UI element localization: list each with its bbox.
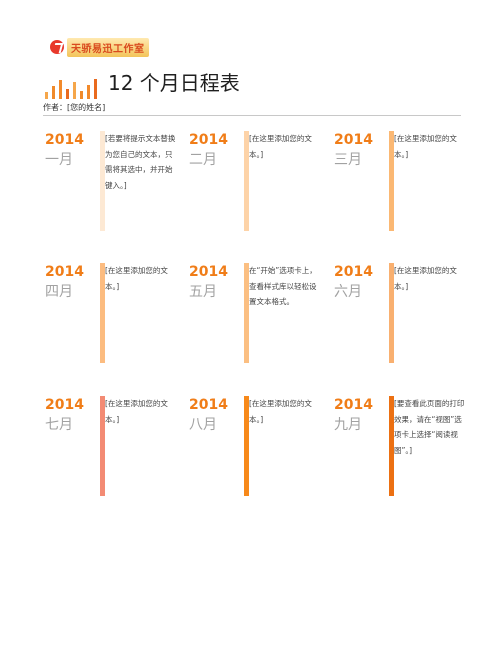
header-bar: [87, 85, 90, 99]
month-year: 2014: [334, 132, 373, 148]
month-block-may: 2014 五月 在“开始”选项卡上，查看样式库以轻松设置文本格式。: [189, 263, 329, 368]
month-color-bar: [244, 131, 249, 231]
month-note[interactable]: [要查看此页面的打印效果，请在“视图”选项卡上选择“阅读视图”。]: [394, 399, 465, 455]
month-color-bar: [100, 263, 105, 363]
month-name: 一月: [45, 152, 73, 168]
header-bar: [52, 86, 55, 99]
month-name: 七月: [45, 417, 73, 433]
header-bar-graphic-svg: [45, 79, 97, 99]
month-name: 三月: [334, 152, 362, 168]
author-line: 作者：[您的姓名]: [43, 103, 105, 113]
header-bar: [59, 80, 62, 99]
month-block-jul: 2014 七月 [在这里添加您的文本。]: [45, 396, 185, 501]
author-divider: [43, 115, 461, 116]
month-block-jun: 2014 六月 [在这里添加您的文本。]: [334, 263, 474, 368]
month-color-bar: [389, 263, 394, 363]
month-name: 八月: [189, 417, 217, 433]
month-block-sep: 2014 九月 [要查看此页面的打印效果，请在“视图”选项卡上选择“阅读视图”。…: [334, 396, 474, 501]
month-name: 二月: [189, 152, 217, 168]
month-note[interactable]: [在这里添加您的文本。]: [249, 134, 312, 159]
month-note[interactable]: [在这里添加您的文本。]: [249, 399, 312, 424]
flame-logo-icon: [50, 40, 64, 54]
month-year: 2014: [189, 397, 228, 413]
month-block-feb: 2014 二月 [在这里添加您的文本。]: [189, 131, 329, 236]
month-color-bar: [389, 131, 394, 231]
month-block-jan: 2014 一月 [若要将提示文本替换为您自己的文本，只需将其选中，并开始键入。]: [45, 131, 185, 236]
author-name-field[interactable]: [您的姓名]: [67, 103, 106, 112]
month-year: 2014: [45, 132, 84, 148]
header-bar: [80, 91, 83, 99]
month-name: 四月: [45, 284, 73, 300]
page-title: 12 个月日程表: [108, 71, 240, 95]
header-bar: [73, 82, 76, 99]
month-year: 2014: [334, 397, 373, 413]
month-block-apr: 2014 四月 [在这里添加您的文本。]: [45, 263, 185, 368]
author-label: 作者：: [43, 103, 67, 112]
month-color-bar: [244, 263, 249, 363]
month-note[interactable]: [在这里添加您的文本。]: [394, 266, 457, 291]
month-name: 九月: [334, 417, 362, 433]
month-year: 2014: [334, 264, 373, 280]
header-bar: [66, 89, 69, 99]
month-block-mar: 2014 三月 [在这里添加您的文本。]: [334, 131, 474, 236]
month-color-bar: [244, 396, 249, 496]
month-note[interactable]: [在这里添加您的文本。]: [394, 134, 457, 159]
month-color-bar: [389, 396, 394, 496]
month-name: 五月: [189, 284, 217, 300]
logo-text: 天骄易迅工作室: [67, 37, 149, 57]
header-bar: [45, 92, 48, 99]
month-year: 2014: [45, 264, 84, 280]
month-name: 六月: [334, 284, 362, 300]
month-year: 2014: [189, 264, 228, 280]
month-year: 2014: [45, 397, 84, 413]
month-year: 2014: [189, 132, 228, 148]
month-note[interactable]: [在这里添加您的文本。]: [105, 399, 168, 424]
header-bar-graphic: [45, 79, 103, 99]
header-bar: [94, 79, 97, 99]
month-note[interactable]: [在这里添加您的文本。]: [105, 266, 168, 291]
month-block-aug: 2014 八月 [在这里添加您的文本。]: [189, 396, 329, 501]
month-note[interactable]: 在“开始”选项卡上，查看样式库以轻松设置文本格式。: [249, 266, 317, 306]
month-color-bar: [100, 396, 105, 496]
month-note[interactable]: [若要将提示文本替换为您自己的文本，只需将其选中，并开始键入。]: [105, 134, 176, 190]
month-color-bar: [100, 131, 105, 231]
logo: 天骄易迅工作室: [50, 37, 149, 57]
